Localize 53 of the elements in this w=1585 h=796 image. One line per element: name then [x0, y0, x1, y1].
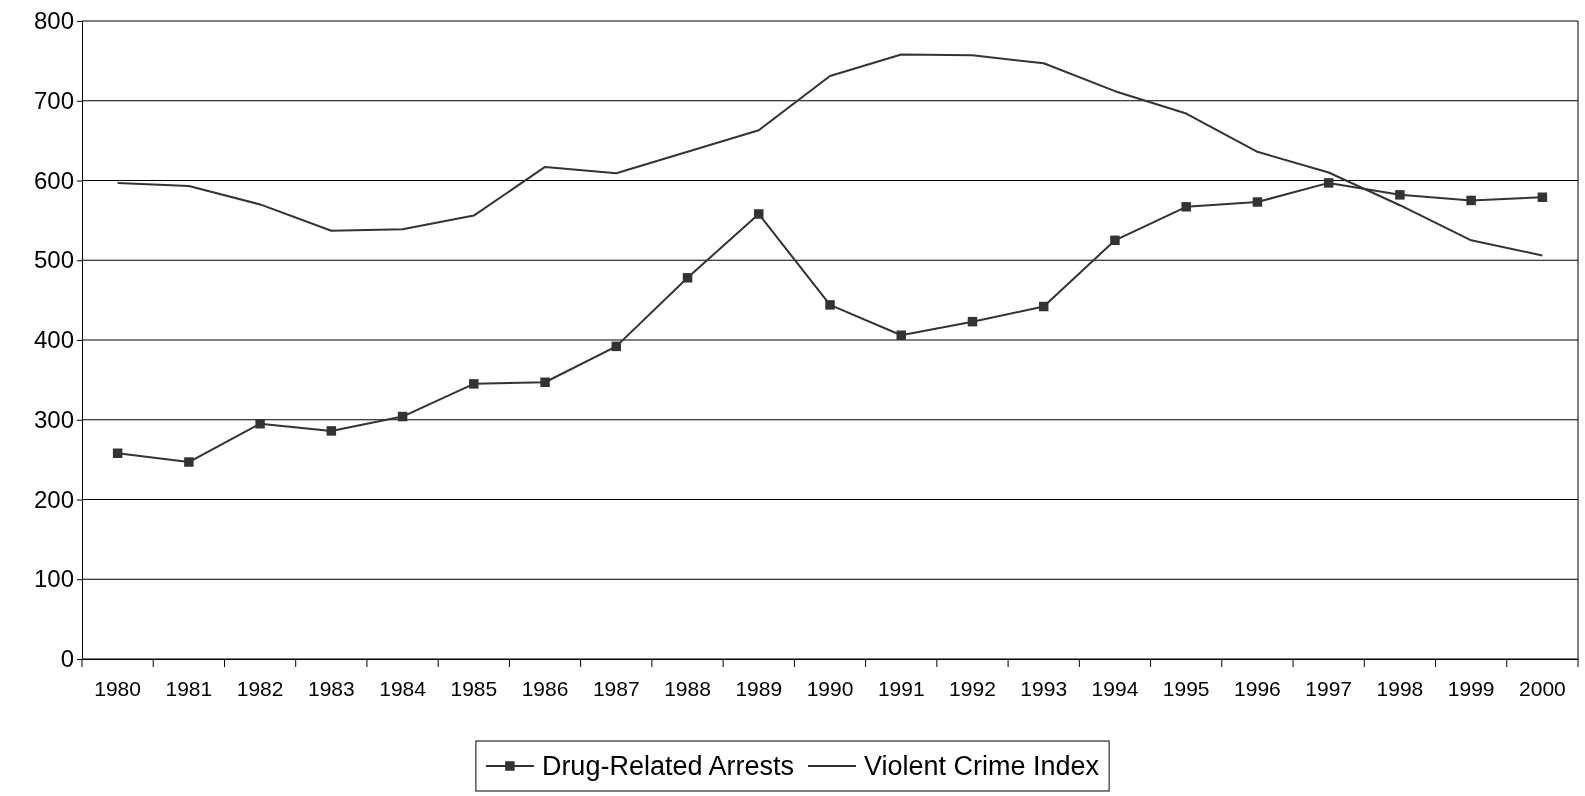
- legend-label: Violent Crime Index: [863, 751, 1100, 782]
- point: [469, 379, 479, 389]
- point: [1110, 235, 1120, 246]
- point: [896, 330, 906, 340]
- x-tick-label: 1987: [592, 676, 640, 700]
- point: [397, 411, 408, 422]
- x-tick-label: 1995: [1162, 676, 1210, 700]
- point: [184, 457, 194, 467]
- point: [1395, 190, 1405, 200]
- x-tick-label: 1985: [450, 676, 498, 700]
- point: [1252, 197, 1263, 207]
- point: [1537, 192, 1548, 202]
- point: [1181, 202, 1191, 212]
- point: [967, 316, 978, 327]
- point: [540, 377, 550, 388]
- point: [611, 341, 622, 352]
- legend-label: Drug-Related Arrests: [541, 751, 794, 782]
- point: [255, 418, 265, 429]
- y-tick-label: 400: [33, 326, 74, 354]
- point: [1466, 195, 1476, 206]
- y-tick-label: 300: [33, 405, 74, 433]
- x-tick-label: 1993: [1020, 676, 1068, 700]
- point: [682, 273, 693, 283]
- y-tick-label: 800: [33, 7, 74, 35]
- x-tick-label: 1991: [877, 676, 925, 700]
- x-tick-label: 1981: [165, 676, 213, 700]
- x-tick-label: 1980: [94, 676, 141, 700]
- x-tick-label: 1988: [664, 676, 711, 700]
- x-tick-label: 2000: [1519, 676, 1566, 700]
- x-tick-label: 1999: [1447, 676, 1495, 700]
- x-tick-label: 1984: [379, 676, 427, 700]
- x-tick-label: 1982: [236, 676, 284, 700]
- point: [112, 448, 123, 458]
- x-tick-label: 1989: [735, 676, 783, 700]
- x-tick-label: 1992: [949, 676, 996, 700]
- x-tick-label: 1986: [521, 676, 569, 700]
- x-tick-label: 1990: [806, 676, 854, 700]
- point: [1038, 301, 1049, 312]
- y-tick-label: 100: [33, 565, 74, 593]
- y-tick-label: 0: [60, 645, 74, 673]
- x-tick-label: 1983: [307, 676, 355, 700]
- point: [326, 426, 337, 436]
- point: [1323, 178, 1334, 188]
- y-tick-label: 500: [33, 246, 74, 274]
- point: [754, 209, 764, 219]
- x-tick-label: 1997: [1305, 676, 1353, 700]
- y-tick-label: 700: [33, 86, 74, 114]
- y-tick-label: 200: [33, 485, 74, 513]
- x-tick-label: 1998: [1376, 676, 1424, 700]
- y-tick-label: 600: [33, 166, 74, 194]
- x-tick-label: 1996: [1234, 676, 1281, 700]
- x-tick-label: 1994: [1091, 676, 1139, 700]
- point: [825, 300, 835, 310]
